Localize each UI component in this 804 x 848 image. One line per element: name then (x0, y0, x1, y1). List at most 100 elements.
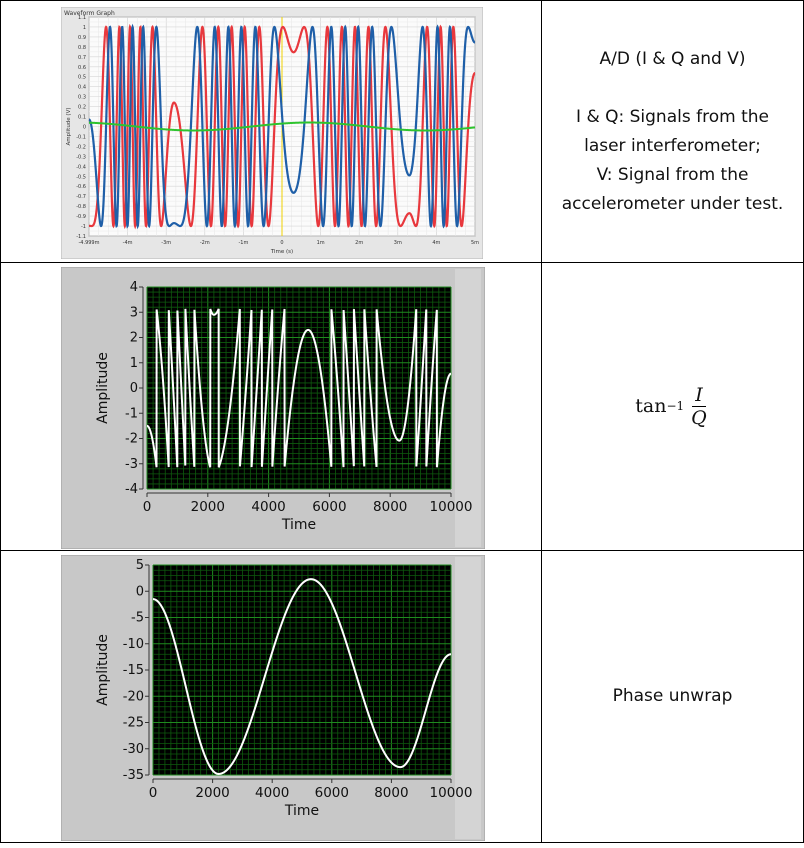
x-tick-label: -4.999m (79, 240, 100, 246)
x-tick-label: -4m (123, 240, 133, 246)
x-tick-label: 5m (471, 240, 479, 246)
formula-numerator: I (692, 384, 706, 407)
x-tick-label: -3m (161, 240, 171, 246)
x-tick-label: 6000 (315, 785, 349, 801)
y-tick-label: -20 (123, 689, 144, 704)
y-tick-label: -2 (125, 432, 138, 447)
y-tick-label: 5 (136, 558, 144, 573)
y-tick-label: 0.8 (78, 45, 86, 51)
chart-cell: 4 3 2 1 0 -1 -2 -3 -4 0 2000 4000 6000 8000 10000 Time A… (0, 262, 542, 551)
y-tick-label: -1.1 (76, 234, 86, 240)
y-tick-label: 1 (83, 25, 86, 31)
x-tick-label: 0 (280, 240, 283, 246)
graph-title: Waveform Graph (64, 10, 115, 17)
chart-cell: 5 0 -5 -10 -15 -20 -25 -30 -35 0 2000 4000 6000 8000 1… (0, 550, 542, 843)
waveform-graph: Waveform Graph -4.999m -4m -3m -2m -1m 0 1m 2m 3m… (61, 7, 483, 259)
description-line: Phase unwrap (612, 686, 733, 706)
x-tick-label: 8000 (373, 499, 407, 515)
unwrapped-phase-graph: 5 0 -5 -10 -15 -20 -25 -30 -35 0 2000 4000 6000 8000 1… (61, 555, 485, 841)
series-line-q (88, 23, 476, 230)
x-tick-label: 10000 (430, 785, 473, 801)
description-line: A/D (I & Q and V) (599, 48, 746, 69)
formula-function: tan (635, 395, 667, 417)
description-line: accelerometer under test. (561, 193, 784, 214)
y-tick-label: -30 (123, 742, 144, 757)
y-tick-label: -0.3 (76, 154, 86, 160)
graph-bevel (455, 269, 481, 547)
formula-fraction: I Q (688, 384, 710, 429)
description-line: laser interferometer; (584, 135, 761, 156)
formula-exponent: −1 (666, 399, 685, 413)
x-tick-label: 8000 (374, 785, 408, 801)
x-tick-label: -1m (238, 240, 248, 246)
arctan-formula: tan −1 I Q (635, 384, 709, 429)
gridlines (146, 286, 452, 490)
y-tick-label: 1 (130, 356, 138, 371)
x-tick-label: 6000 (312, 499, 346, 515)
y-tick-label: 0.9 (78, 35, 86, 41)
x-axis-label: Time (284, 803, 319, 819)
y-tick-label: -0.5 (76, 174, 86, 180)
x-tick-label: 2000 (191, 499, 225, 515)
x-tick-label: 4m (432, 240, 440, 246)
series-line-i (89, 23, 476, 230)
y-axis-label: Amplitude (V) (66, 108, 72, 146)
formula-denominator: Q (691, 407, 707, 429)
x-tick-label: 0 (149, 785, 158, 801)
y-tick-label: -15 (123, 663, 144, 678)
y-axis-label: Amplitude (95, 634, 111, 706)
description-cell: tan −1 I Q (541, 262, 804, 551)
y-tick-label: 0.5 (78, 75, 86, 81)
series-line (146, 308, 452, 468)
chart-cell: Waveform Graph -4.999m -4m -3m -2m -1m 0 1m 2m 3m… (0, 0, 542, 263)
y-tick-label: -0.8 (76, 204, 86, 210)
x-axis-label: Time (281, 517, 316, 533)
x-tick-label: 1m (317, 240, 325, 246)
x-tick-label: 10000 (430, 499, 473, 515)
graph-bevel (455, 557, 481, 839)
description-cell: Phase unwrap (541, 550, 804, 843)
y-tick-label: -35 (123, 768, 144, 783)
table-row: Waveform Graph -4.999m -4m -3m -2m -1m 0 1m 2m 3m… (0, 0, 804, 263)
y-tick-label: 0.4 (78, 85, 86, 91)
y-tick-label: 0.2 (78, 105, 86, 111)
y-tick-label: 0.3 (78, 95, 86, 101)
series-line-v (89, 121, 476, 132)
x-tick-label: 3m (394, 240, 402, 246)
x-tick-label: -2m (200, 240, 210, 246)
table-row: 5 0 -5 -10 -15 -20 -25 -30 -35 0 2000 4000 6000 8000 1… (0, 550, 804, 843)
description-line: I & Q: Signals from the (576, 106, 769, 127)
y-tick-label: -0.2 (76, 144, 86, 150)
y-tick-label: -0.6 (76, 184, 86, 190)
table-row: 4 3 2 1 0 -1 -2 -3 -4 0 2000 4000 6000 8000 10000 Time A… (0, 262, 804, 551)
y-tick-label: 0 (130, 381, 138, 396)
y-tick-label: -25 (123, 716, 144, 731)
y-tick-label: 1.1 (78, 15, 86, 21)
y-tick-label: -1 (81, 224, 86, 230)
y-tick-label: 4 (130, 280, 138, 295)
y-tick-label: -0.9 (76, 214, 86, 220)
y-tick-label: -4 (125, 482, 138, 497)
y-tick-label: -10 (123, 637, 144, 652)
description-line: V: Signal from the (596, 164, 749, 185)
gridlines (152, 564, 452, 776)
y-tick-label: -0.7 (76, 194, 86, 200)
series-line (153, 578, 451, 775)
y-axis-label: Amplitude (95, 352, 111, 424)
y-tick-label: 0.7 (78, 55, 86, 61)
description-cell: A/D (I & Q and V) I & Q: Signals from th… (541, 0, 804, 263)
x-tick-label: 2m (355, 240, 363, 246)
y-tick-label: -5 (131, 611, 144, 626)
x-tick-label: 2000 (195, 785, 229, 801)
y-tick-label: 0 (83, 125, 86, 131)
y-tick-label: -0.4 (76, 164, 86, 170)
y-tick-label: 0.6 (78, 65, 86, 71)
y-tick-label: -1 (125, 406, 138, 421)
wrapped-phase-graph: 4 3 2 1 0 -1 -2 -3 -4 0 2000 4000 6000 8000 10000 Time A… (61, 267, 485, 549)
description-line (542, 74, 803, 103)
y-tick-label: 0.1 (78, 115, 86, 121)
y-tick-label: 0 (136, 584, 144, 599)
y-tick-label: 3 (130, 305, 138, 320)
y-tick-label: -0.1 (76, 134, 86, 140)
